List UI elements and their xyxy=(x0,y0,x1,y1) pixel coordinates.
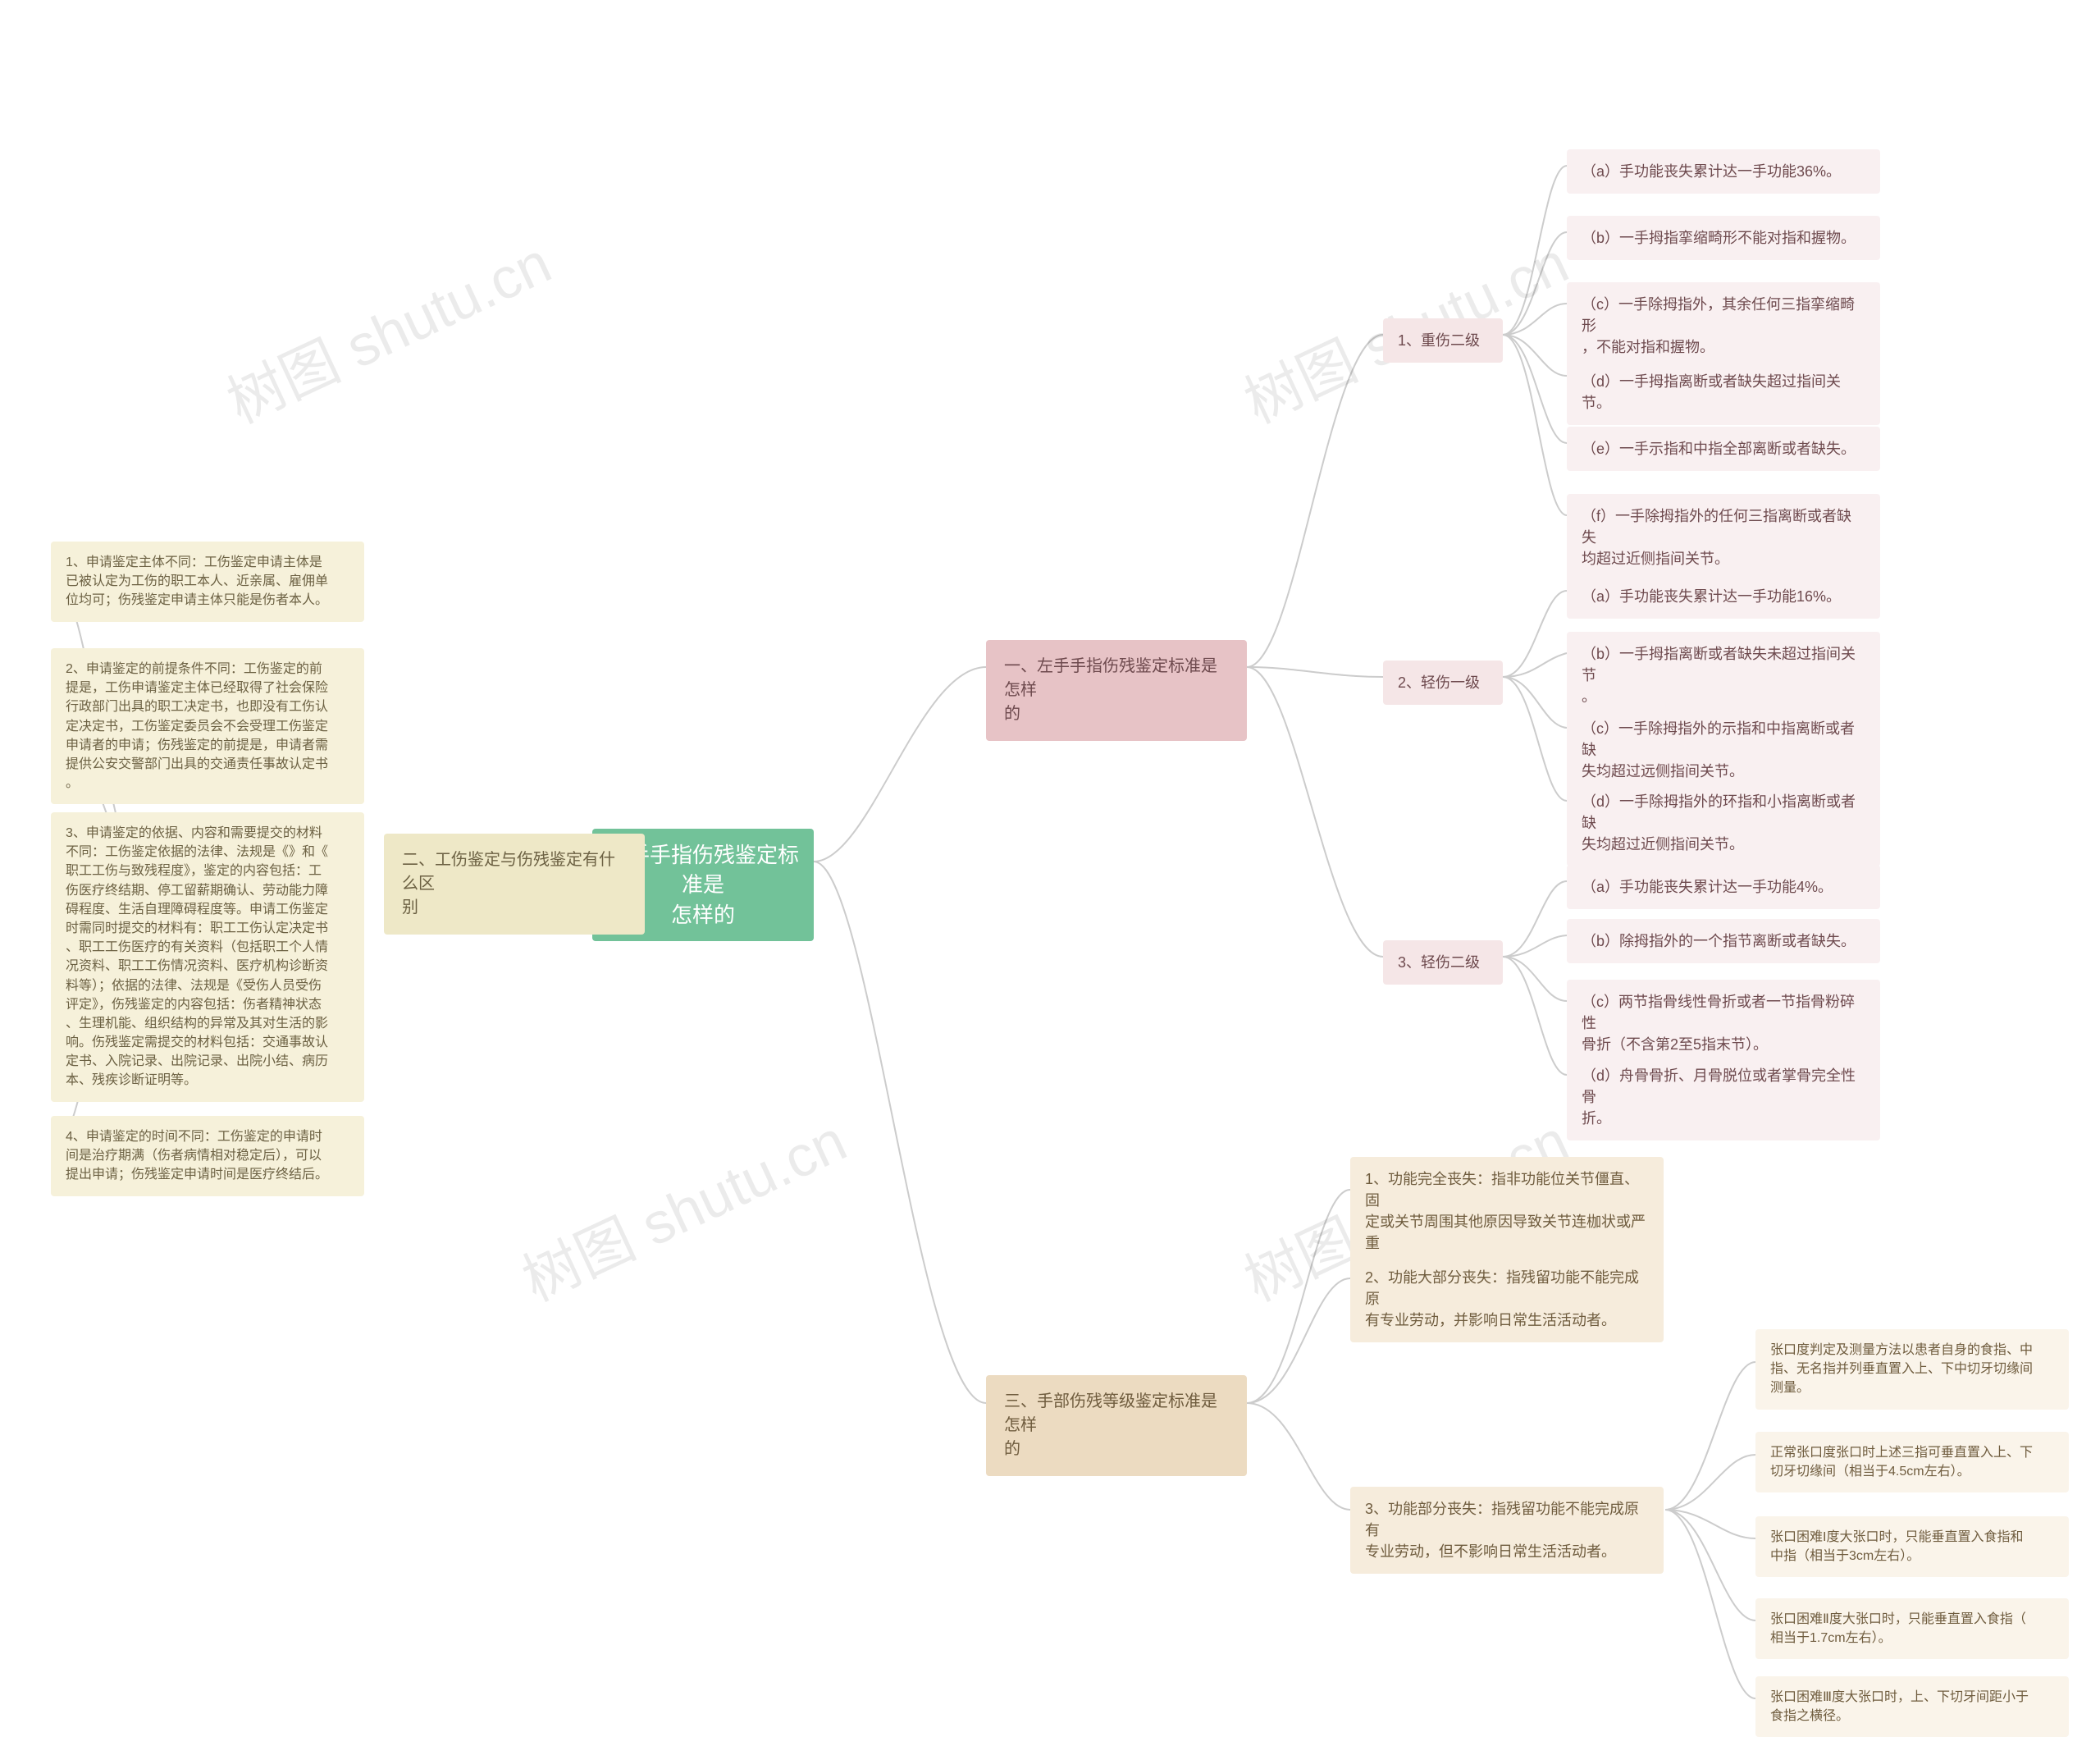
leaf-a1-3[interactable]: （d）一手拇指离断或者缺失超过指间关节。 xyxy=(1567,359,1880,425)
branch-a[interactable]: 一、左手手指伤残鉴定标准是怎样 的 xyxy=(986,640,1247,741)
leaf-b-1[interactable]: 2、申请鉴定的前提条件不同：工伤鉴定的前 提是，工伤申请鉴定主体已经取得了社会保… xyxy=(51,648,364,804)
leaf-c2[interactable]: 2、功能大部分丧失：指残留功能不能完成原 有专业劳动，并影响日常生活活动者。 xyxy=(1350,1255,1664,1342)
branch-c3[interactable]: 3、功能部分丧失：指残留功能不能完成原有 专业劳动，但不影响日常生活活动者。 xyxy=(1350,1487,1664,1574)
watermark: 树图 shutu.cn xyxy=(212,217,563,440)
leaf-c3-1[interactable]: 正常张口度张口时上述三指可垂直置入上、下 切牙切缘间（相当于4.5cm左右）。 xyxy=(1755,1432,2069,1492)
watermark: 树图 shutu.cn xyxy=(508,1095,858,1318)
leaf-a1-4[interactable]: （e）一手示指和中指全部离断或者缺失。 xyxy=(1567,427,1880,471)
leaf-a1-5[interactable]: （f）一手除拇指外的任何三指离断或者缺失 均超过近侧指间关节。 xyxy=(1567,494,1880,581)
leaf-b-2[interactable]: 3、申请鉴定的依据、内容和需要提交的材料 不同：工伤鉴定依据的法律、法规是《》和… xyxy=(51,812,364,1102)
leaf-c3-4[interactable]: 张口困难Ⅲ度大张口时，上、下切牙间距小于 食指之横径。 xyxy=(1755,1676,2069,1737)
leaf-a1-1[interactable]: （b）一手拇指挛缩畸形不能对指和握物。 xyxy=(1567,216,1880,260)
leaf-a2-0[interactable]: （a）手功能丧失累计达一手功能16%。 xyxy=(1567,574,1880,619)
branch-a1[interactable]: 1、重伤二级 xyxy=(1383,318,1503,363)
leaf-a3-1[interactable]: （b）除拇指外的一个指节离断或者缺失。 xyxy=(1567,919,1880,963)
branch-c[interactable]: 三、手部伤残等级鉴定标准是怎样 的 xyxy=(986,1375,1247,1476)
branch-a2[interactable]: 2、轻伤一级 xyxy=(1383,661,1503,705)
branch-a3[interactable]: 3、轻伤二级 xyxy=(1383,940,1503,985)
leaf-a2-3[interactable]: （d）一手除拇指外的环指和小指离断或者缺 失均超过近侧指间关节。 xyxy=(1567,779,1880,866)
leaf-c3-2[interactable]: 张口困难I度大张口时，只能垂直置入食指和 中指（相当于3cm左右）。 xyxy=(1755,1516,2069,1577)
leaf-b-0[interactable]: 1、申请鉴定主体不同：工伤鉴定申请主体是 已被认定为工伤的职工本人、近亲属、雇佣… xyxy=(51,542,364,622)
leaf-a1-0[interactable]: （a）手功能丧失累计达一手功能36%。 xyxy=(1567,149,1880,194)
mindmap-canvas: 树图 shutu.cn 树图 shutu.cn 树图 shutu.cn 树图 s… xyxy=(0,0,2100,1737)
leaf-c3-3[interactable]: 张口困难Ⅱ度大张口时，只能垂直置入食指（ 相当于1.7cm左右）。 xyxy=(1755,1598,2069,1659)
leaf-b-3[interactable]: 4、申请鉴定的时间不同：工伤鉴定的申请时 间是治疗期满（伤者病情相对稳定后），可… xyxy=(51,1116,364,1196)
branch-b[interactable]: 二、工伤鉴定与伤残鉴定有什么区 别 xyxy=(384,834,645,935)
leaf-a3-0[interactable]: （a）手功能丧失累计达一手功能4%。 xyxy=(1567,865,1880,909)
leaf-c3-0[interactable]: 张口度判定及测量方法以患者自身的食指、中 指、无名指并列垂直置入上、下中切牙切缘… xyxy=(1755,1329,2069,1410)
leaf-a1-2[interactable]: （c）一手除拇指外，其余任何三指挛缩畸形 ，不能对指和握物。 xyxy=(1567,282,1880,369)
leaf-a3-3[interactable]: （d）舟骨骨折、月骨脱位或者掌骨完全性骨 折。 xyxy=(1567,1054,1880,1140)
